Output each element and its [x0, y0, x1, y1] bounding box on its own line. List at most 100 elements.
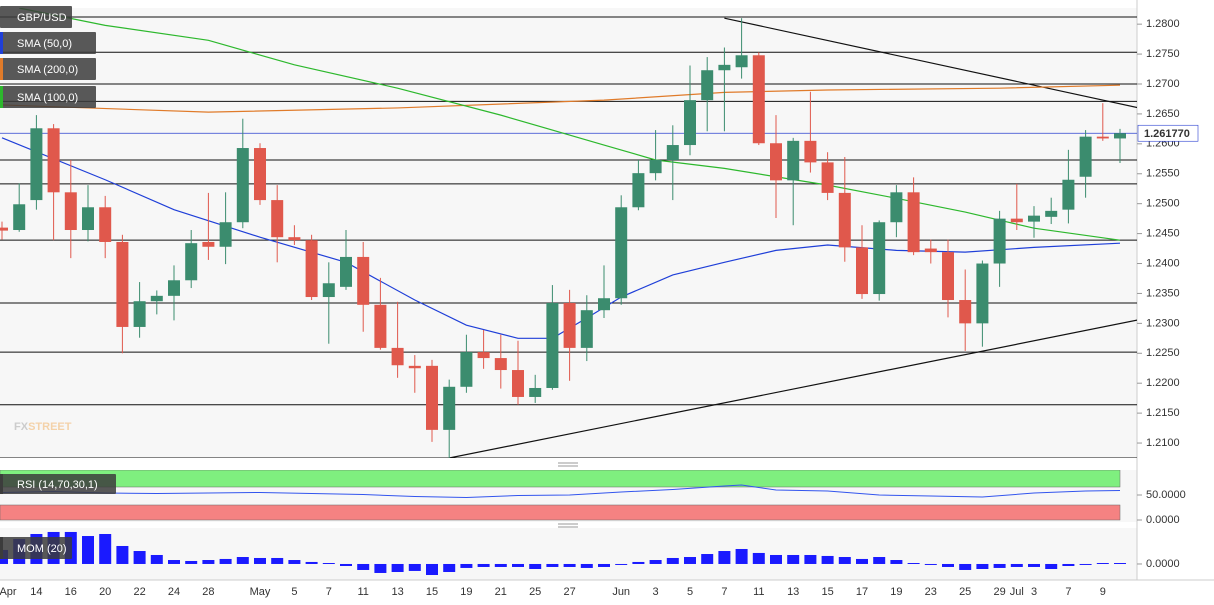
mom-bar — [168, 560, 180, 564]
label-text: SMA (50,0) — [17, 38, 72, 50]
mom-bar — [322, 563, 335, 564]
label-text: RSI (14,70,30,1) — [17, 479, 98, 491]
mom-bar — [99, 533, 112, 564]
candle-body — [1045, 210, 1058, 217]
candle-body — [443, 386, 456, 430]
label-text: SMA (200,0) — [17, 64, 78, 76]
label-box — [0, 86, 96, 108]
mom-bar — [701, 554, 714, 564]
candle-body — [821, 162, 834, 193]
x-tick-label: Jul — [1010, 586, 1024, 598]
y-tick-label: 1.2450 — [1146, 228, 1180, 240]
x-tick-label: 13 — [787, 586, 799, 598]
label-box — [0, 474, 116, 494]
mom-bar — [443, 563, 456, 573]
candle-body — [942, 252, 954, 301]
candle-body — [82, 207, 94, 231]
x-tick-label: 7 — [326, 586, 332, 598]
candle-body — [13, 204, 26, 231]
x-tick-label: 3 — [1031, 586, 1037, 598]
candle-body — [1010, 218, 1023, 223]
candle-body — [374, 304, 387, 348]
x-tick-label: 19 — [890, 586, 902, 598]
mom-bar — [563, 563, 576, 567]
x-tick-label: 25 — [959, 586, 971, 598]
candle-body — [426, 365, 438, 430]
mom-bar — [477, 563, 490, 567]
y-tick-label: 1.2550 — [1146, 168, 1180, 180]
rsi-band — [0, 470, 1121, 488]
label-box — [0, 6, 72, 28]
label-box — [0, 537, 72, 559]
candle-body — [1079, 136, 1092, 177]
y-tick-label: 1.2200 — [1146, 377, 1180, 389]
mom-bar — [924, 563, 937, 565]
mom-bar — [666, 557, 679, 564]
watermark: FXSTREET — [14, 421, 72, 433]
trendline — [449, 319, 1137, 458]
label-color — [0, 32, 3, 54]
label-color — [0, 58, 3, 80]
y-tick-label: 0.0000 — [1146, 514, 1180, 526]
mom-bar — [856, 558, 868, 564]
mom-bar — [752, 552, 765, 564]
candle-body — [408, 365, 421, 369]
mom-bar — [357, 563, 370, 570]
x-tick-label: Apr — [0, 586, 17, 598]
candle-body — [735, 55, 748, 68]
mom-bar — [959, 563, 972, 570]
mom-bar — [942, 563, 954, 567]
trendline — [724, 17, 1137, 109]
label-text: SMA (100,0) — [17, 92, 78, 104]
mom-bar — [907, 563, 920, 564]
candle-body — [0, 227, 8, 231]
x-tick-label: 11 — [753, 586, 764, 598]
candle-body — [632, 173, 645, 208]
mom-bar — [821, 555, 834, 564]
label-text: MOM (20) — [17, 543, 67, 555]
candle-body — [1114, 133, 1126, 139]
mom-bar — [426, 563, 438, 576]
candle-body — [924, 248, 937, 253]
x-tick-label: 21 — [495, 586, 507, 598]
candle-body — [340, 256, 352, 287]
price-marker-label: 1.261770 — [1144, 128, 1190, 140]
price-marker-box — [1137, 124, 1199, 142]
candle-body — [1062, 179, 1075, 210]
mom-bar — [993, 563, 1006, 568]
candle-body — [30, 128, 43, 201]
mom-bar — [512, 563, 524, 567]
mom-bar — [649, 560, 662, 564]
x-tick-label: 25 — [529, 586, 541, 598]
candle-body — [701, 70, 714, 101]
mom-bar — [770, 554, 782, 564]
candle-body — [202, 241, 215, 247]
candle-body — [391, 347, 404, 366]
mom-bar — [1079, 563, 1092, 565]
candle-body — [219, 222, 232, 247]
candle-body — [322, 283, 335, 298]
candle-body — [752, 55, 765, 144]
mom-bar — [718, 551, 731, 564]
mom-bar — [890, 560, 903, 564]
candle-body — [460, 352, 473, 387]
x-tick-label: May — [250, 586, 271, 598]
y-tick-label: 1.2300 — [1146, 317, 1180, 329]
mom-bar — [529, 563, 542, 570]
mom-bar — [804, 554, 817, 564]
x-tick-label: 28 — [202, 586, 214, 598]
y-tick-label: 1.2400 — [1146, 257, 1180, 269]
candle-body — [804, 140, 817, 163]
label-text: GBP/USD — [17, 12, 67, 24]
x-tick-label: 23 — [925, 586, 937, 598]
x-tick-label: 24 — [168, 586, 180, 598]
mom-bar — [460, 563, 473, 568]
mom-bar — [735, 548, 748, 564]
mom-bar — [1010, 563, 1023, 567]
candle-body — [770, 143, 782, 181]
mom-bar — [288, 560, 301, 564]
candle-body — [718, 64, 731, 71]
x-tick-label: 15 — [821, 586, 833, 598]
